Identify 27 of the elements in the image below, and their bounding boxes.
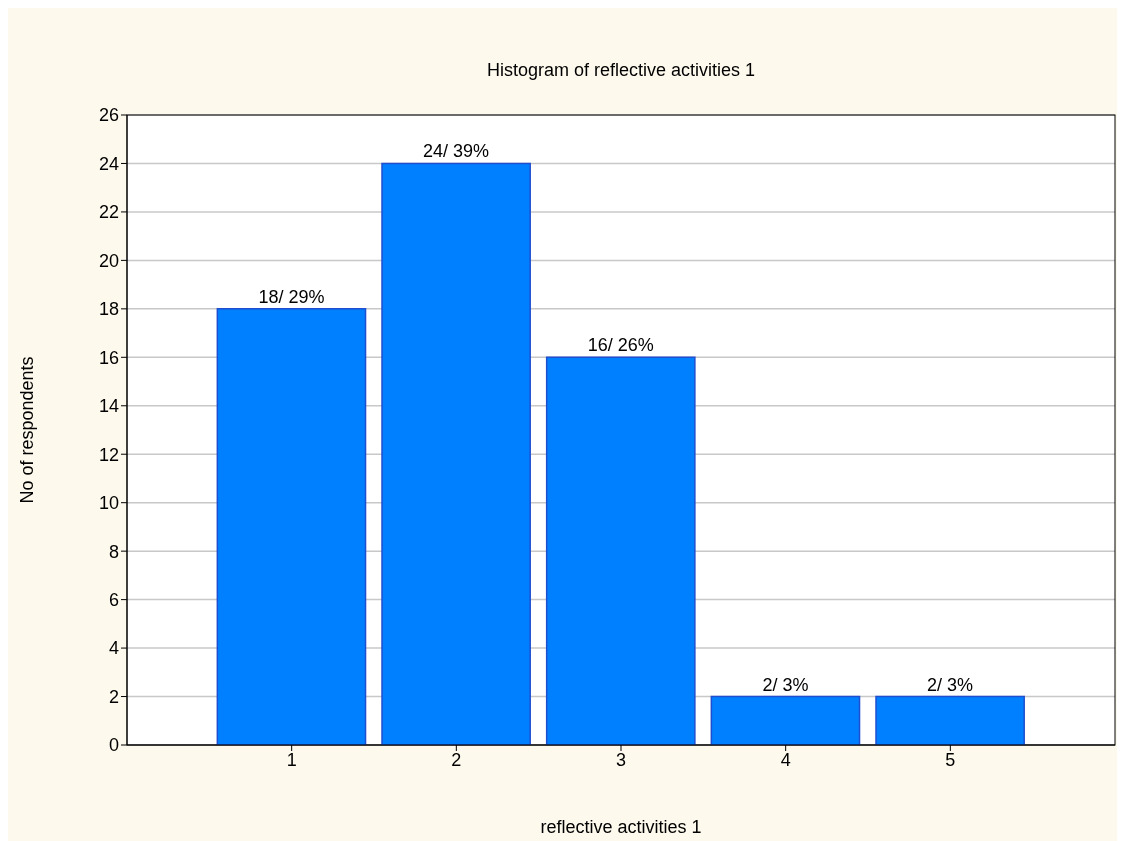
data-label: 16/ 26% [587, 335, 654, 356]
y-tick-label: 16 [98, 347, 119, 368]
data-label: 24/ 39% [423, 141, 490, 162]
y-tick-label: 14 [98, 396, 119, 417]
data-label: 18/ 29% [258, 286, 325, 307]
y-tick-label: 12 [98, 444, 119, 465]
y-tick-label: 8 [108, 541, 119, 562]
y-tick-label: 20 [98, 250, 119, 271]
x-tick-label: 2 [451, 749, 462, 770]
y-tick-label: 0 [108, 735, 119, 756]
y-tick-label: 22 [98, 202, 119, 223]
y-tick-label: 24 [98, 153, 119, 174]
chart-title: Histogram of reflective activities 1 [485, 60, 757, 81]
x-tick-label: 4 [780, 749, 791, 770]
x-tick-label: 5 [945, 749, 956, 770]
data-label: 2/ 3% [927, 674, 974, 695]
x-axis-title: reflective activities 1 [540, 817, 702, 837]
y-tick-label: 26 [98, 105, 119, 126]
x-tick-label: 1 [286, 749, 297, 770]
y-tick-label: 18 [98, 299, 119, 320]
data-label: 2/ 3% [762, 674, 809, 695]
y-tick-label: 4 [108, 638, 119, 659]
y-axis-title: No of respondents [17, 356, 38, 504]
y-tick-label: 6 [108, 590, 119, 611]
x-tick-label: 3 [615, 749, 627, 770]
y-tick-label: 10 [98, 493, 119, 514]
y-tick-label: 2 [108, 686, 119, 707]
